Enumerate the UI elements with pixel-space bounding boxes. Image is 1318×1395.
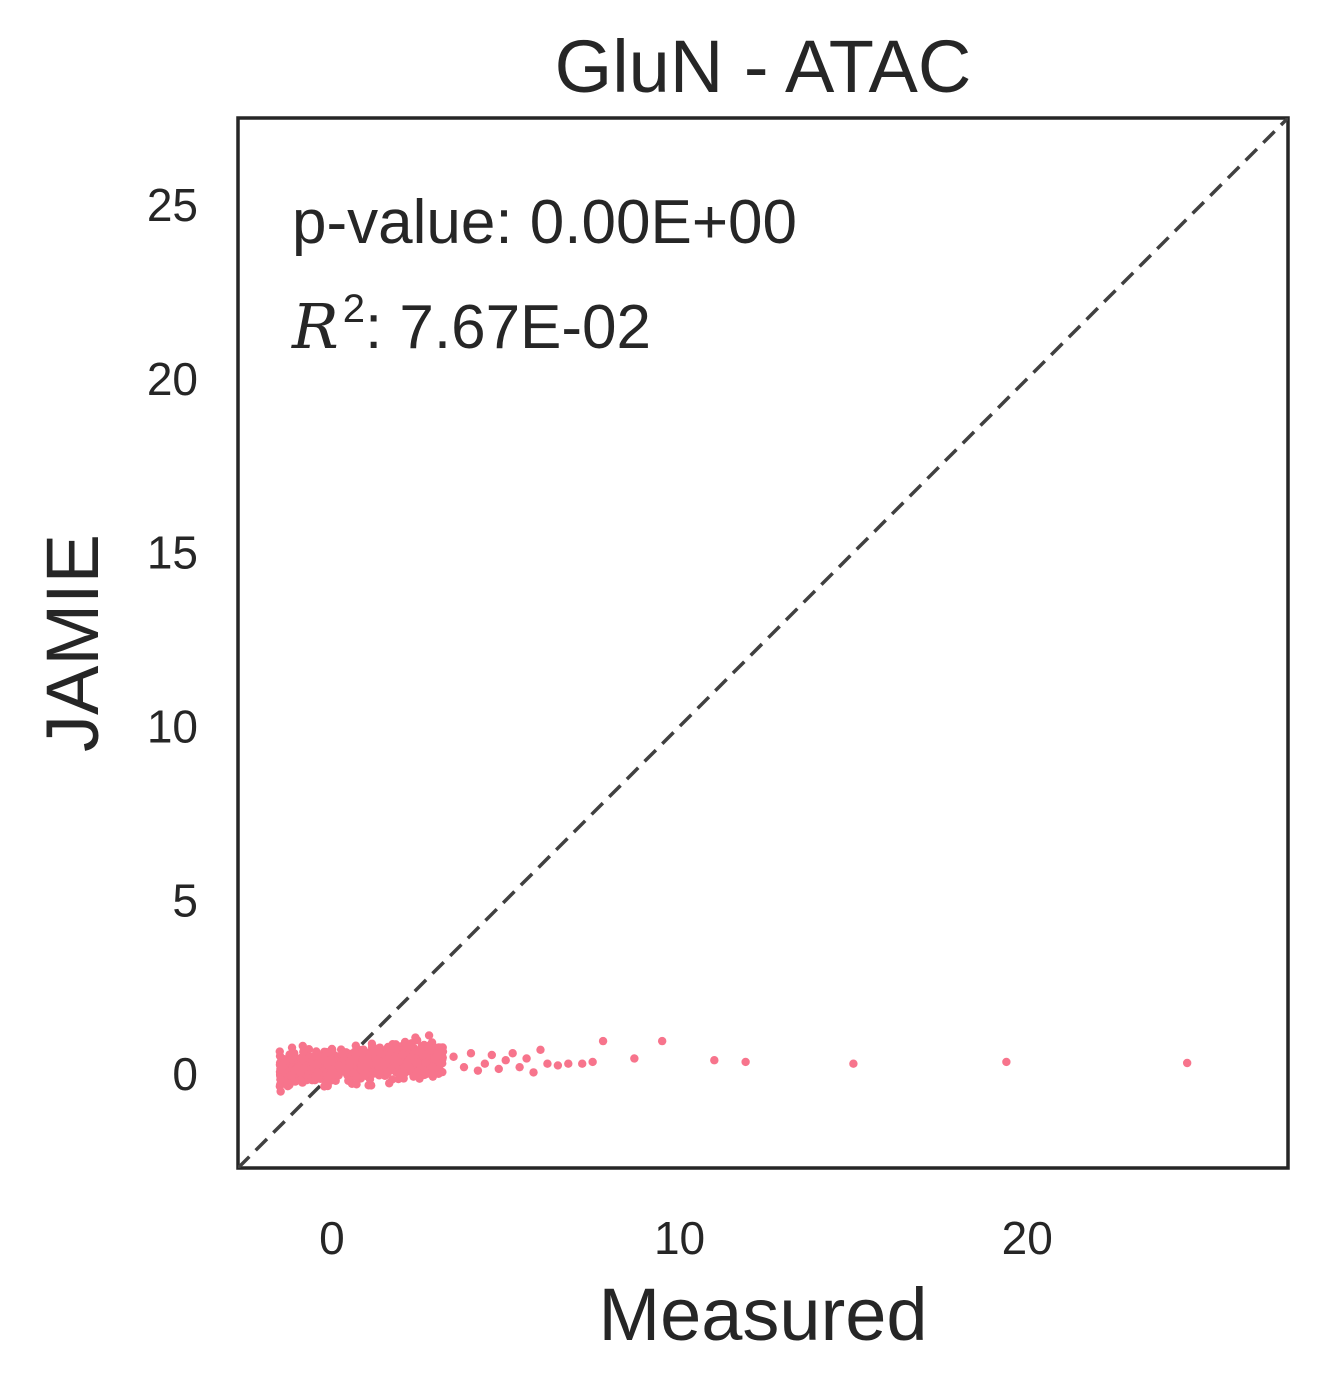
r2-symbol: R <box>291 290 339 363</box>
scatter-point <box>358 1054 368 1064</box>
scatter-point <box>311 1074 320 1083</box>
scatter-point <box>598 1036 608 1046</box>
scatter-point <box>334 1061 343 1070</box>
scatter-point <box>710 1056 719 1065</box>
scatter-point <box>398 1050 408 1060</box>
scatter-point <box>412 1067 422 1077</box>
scatter-point <box>358 1047 367 1057</box>
scatter-point <box>275 1047 284 1056</box>
scatter-point <box>466 1049 476 1058</box>
scatter-point <box>380 1060 389 1069</box>
scatter-point <box>385 1079 394 1088</box>
scatter-point <box>1182 1058 1192 1068</box>
scatter-point <box>375 1049 385 1058</box>
y-tick-label: 5 <box>172 874 198 926</box>
scatter-point <box>553 1061 563 1070</box>
scatter-point <box>367 1039 377 1048</box>
pvalue-annotation: p-value: 0.00E+00 <box>292 188 797 257</box>
y-tick-label: 20 <box>147 353 198 405</box>
scatter-point <box>522 1054 531 1063</box>
scatter-point <box>352 1080 361 1089</box>
x-tick-label: 10 <box>654 1212 705 1264</box>
scatter-point <box>361 1069 371 1079</box>
scatter-point <box>578 1059 587 1068</box>
scatter-point <box>393 1057 402 1066</box>
y-tick-label: 25 <box>147 179 198 231</box>
scatter-point <box>543 1059 552 1068</box>
scatter-point <box>398 1067 407 1076</box>
scatter-point <box>529 1068 538 1077</box>
scatter-point <box>390 1046 400 1055</box>
scatter-point <box>344 1076 353 1085</box>
scatter-point <box>281 1056 290 1065</box>
y-tick-labels: 0 5 10 15 20 25 <box>147 179 198 1100</box>
scatter-point <box>741 1057 750 1067</box>
y-tick-label: 15 <box>147 527 198 579</box>
scatter-point <box>1002 1057 1011 1067</box>
scatter-point <box>459 1062 469 1072</box>
scatter-point <box>275 1082 285 1091</box>
scatter-point <box>494 1064 503 1074</box>
scatter-point <box>480 1059 490 1068</box>
scatter-point <box>313 1068 322 1077</box>
scatter-point <box>298 1041 307 1051</box>
scatter-point <box>423 1042 433 1052</box>
scatter-point <box>414 1047 423 1056</box>
scatter-point <box>473 1066 483 1075</box>
y-axis-label: JAMIE <box>31 534 114 752</box>
y-tick-label: 0 <box>172 1048 198 1100</box>
scatter-point <box>403 1057 412 1067</box>
scatter-point <box>403 1042 412 1051</box>
r2-value: : 7.67E-02 <box>365 293 651 362</box>
scatter-point <box>657 1036 667 1046</box>
x-tick-label: 0 <box>319 1212 345 1264</box>
scatter-point <box>449 1052 458 1061</box>
scatter-point <box>276 1075 285 1084</box>
scatter-point <box>501 1056 510 1065</box>
scatter-point <box>287 1043 297 1052</box>
scatter-point <box>515 1062 524 1072</box>
scatter-point <box>588 1057 597 1067</box>
scatter-point <box>487 1050 497 1060</box>
scatter-point <box>415 1074 424 1083</box>
scatter-point <box>438 1067 447 1077</box>
scatter-point <box>386 1066 396 1075</box>
scatter-point <box>434 1046 444 1056</box>
x-tick-labels: 0 10 20 <box>319 1212 1053 1264</box>
r2-annotation: R 2: 7.67E-02 <box>291 287 651 363</box>
chart-title: GluN - ATAC <box>555 25 972 108</box>
scatter-point <box>424 1031 434 1040</box>
scatter-point <box>421 1058 430 1067</box>
scatter-point <box>327 1065 336 1075</box>
scatter-point <box>564 1059 573 1068</box>
scatter-points <box>275 1031 1192 1096</box>
scatter-point <box>298 1078 307 1087</box>
scatter-point <box>428 1062 437 1071</box>
scatter-point <box>298 1054 307 1063</box>
scatter-point <box>361 1062 371 1072</box>
scatter-point <box>322 1078 331 1087</box>
y-tick-label: 10 <box>147 700 198 752</box>
scatter-point <box>423 1069 432 1078</box>
scatter-point <box>313 1060 322 1070</box>
scatter-point <box>312 1050 321 1059</box>
scatter-point <box>413 1057 422 1067</box>
scatter-point <box>345 1057 355 1066</box>
x-axis-label: Measured <box>598 1273 927 1356</box>
scatter-point <box>299 1064 308 1073</box>
scatter-point <box>430 1054 440 1064</box>
scatter-point <box>536 1045 545 1054</box>
x-tick-label: 20 <box>1002 1212 1053 1264</box>
r2-exponent: 2 <box>343 287 365 331</box>
identity-reference-line <box>238 118 1288 1168</box>
scatter-point <box>323 1072 333 1081</box>
scatter-point <box>630 1054 639 1063</box>
scatter-point <box>508 1049 517 1058</box>
scatter-point <box>351 1041 361 1050</box>
scatter-point <box>849 1059 858 1068</box>
scatter-point <box>292 1064 302 1074</box>
